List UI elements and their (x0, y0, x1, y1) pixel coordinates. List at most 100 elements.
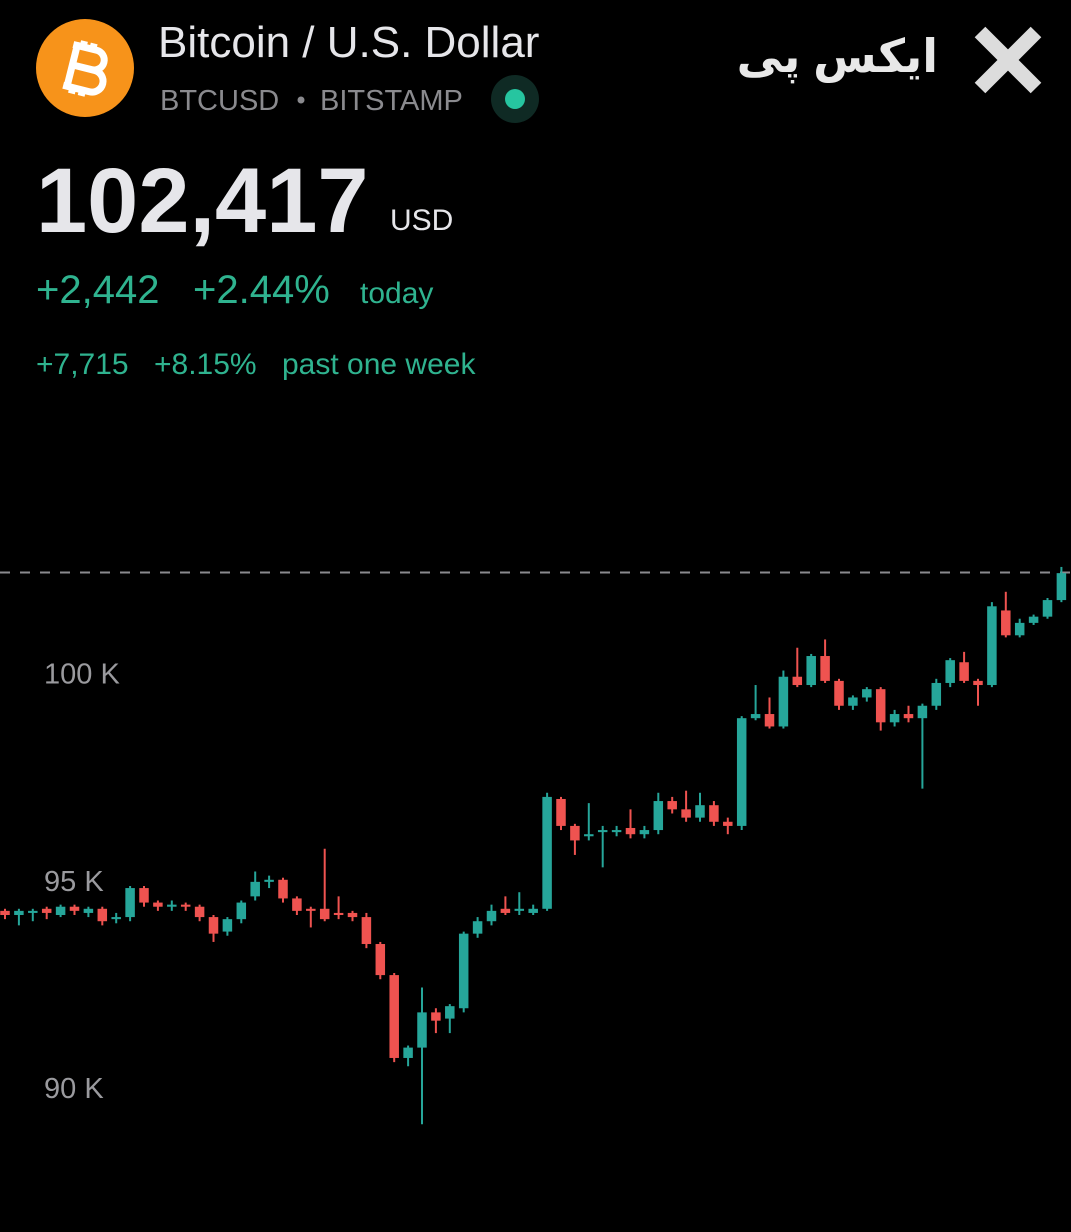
candle-body (153, 902, 163, 907)
candle-body (764, 714, 775, 727)
y-tick-label: 90 K (44, 1073, 104, 1105)
candle-body (959, 662, 969, 681)
candle-body (862, 689, 872, 698)
candle-body (28, 910, 38, 913)
candle-body (820, 656, 830, 681)
candle-body (333, 912, 344, 916)
y-tick-label: 95 K (44, 866, 104, 898)
candle-body (403, 1047, 413, 1058)
currency: USD (390, 204, 453, 237)
brand-text: ایکس پی (737, 30, 938, 84)
candle-body (806, 656, 816, 686)
candle-body (903, 714, 914, 719)
candle-body (194, 906, 205, 918)
candle-body (875, 689, 886, 723)
candle-body (111, 917, 121, 920)
candle-body (97, 908, 108, 922)
candle-body (347, 912, 358, 918)
candle-body (584, 834, 594, 837)
candle-body (445, 1006, 455, 1019)
y-tick-label: 100 K (44, 659, 120, 691)
status-dot (505, 89, 525, 109)
candle-body (278, 879, 288, 899)
candle-body (667, 801, 677, 810)
candle-body (361, 917, 372, 945)
candle-body (848, 697, 858, 706)
candle-body (987, 606, 997, 686)
candle-body (556, 798, 566, 826)
candle-body (472, 921, 483, 934)
candle-body (639, 830, 650, 835)
candle-body (167, 904, 177, 907)
candle-body (0, 910, 10, 916)
candle-body (695, 805, 705, 818)
candle-body (83, 908, 94, 913)
candle-body (375, 944, 386, 976)
today-label: today (360, 277, 433, 310)
separator (297, 96, 305, 104)
change-today-pct: +2.44% (193, 268, 330, 312)
candle-body (180, 904, 191, 907)
candle-body (292, 898, 302, 911)
candle-body (570, 825, 580, 841)
candle-body (458, 933, 469, 1009)
candle-body (222, 919, 233, 932)
candle-body (750, 714, 761, 719)
candle-body (973, 680, 983, 686)
candle-body (208, 917, 219, 934)
candle-body (250, 881, 260, 897)
candle-body (417, 1012, 427, 1048)
exchange: BITSTAMP (320, 85, 463, 117)
candle-body (834, 680, 844, 706)
btc-logo (36, 19, 134, 117)
candle-body (528, 908, 538, 913)
candle-body (319, 908, 330, 920)
candle-body (486, 910, 497, 922)
change-week-pct: +8.15% (154, 348, 257, 381)
candle-body (431, 1012, 441, 1021)
week-label: past one week (282, 348, 476, 381)
title: Bitcoin / U.S. Dollar (158, 18, 539, 67)
candle-body (1042, 600, 1053, 617)
candle-body (1014, 622, 1025, 636)
candle-body (125, 888, 135, 918)
candle-body (236, 902, 247, 920)
candle-body (306, 908, 316, 911)
candle-body (69, 906, 80, 911)
price: 102,417 (36, 150, 369, 252)
candle-body (41, 908, 52, 913)
change-today: +2,442 (36, 268, 159, 312)
candle-body (945, 660, 955, 683)
candle-body (14, 910, 24, 916)
candle-body (611, 830, 622, 833)
candle-body (500, 908, 511, 913)
candle-body (1001, 610, 1011, 636)
candle-body (55, 906, 66, 916)
candle-body (778, 676, 789, 727)
candle-body (542, 796, 552, 909)
candle-body (931, 682, 942, 706)
candle-body (709, 805, 719, 822)
candle-body (917, 705, 928, 719)
candle-body (681, 809, 691, 818)
candle-body (139, 888, 149, 903)
candle-body (597, 830, 608, 833)
candle-body (1028, 616, 1039, 623)
candle-body (264, 879, 274, 882)
symbol: BTCUSD (160, 85, 279, 117)
candle-body (889, 714, 900, 723)
brand-x (974, 26, 1042, 94)
candle-body (1056, 573, 1067, 601)
change-week: +7,715 (36, 348, 129, 381)
logo-glyph (62, 40, 108, 97)
candle-body (736, 718, 747, 826)
candle-body (389, 975, 399, 1058)
candle-body (723, 821, 733, 826)
candle-body (653, 801, 664, 831)
candle-body (792, 676, 803, 686)
candle-body (625, 827, 636, 835)
candle-body (514, 908, 525, 911)
